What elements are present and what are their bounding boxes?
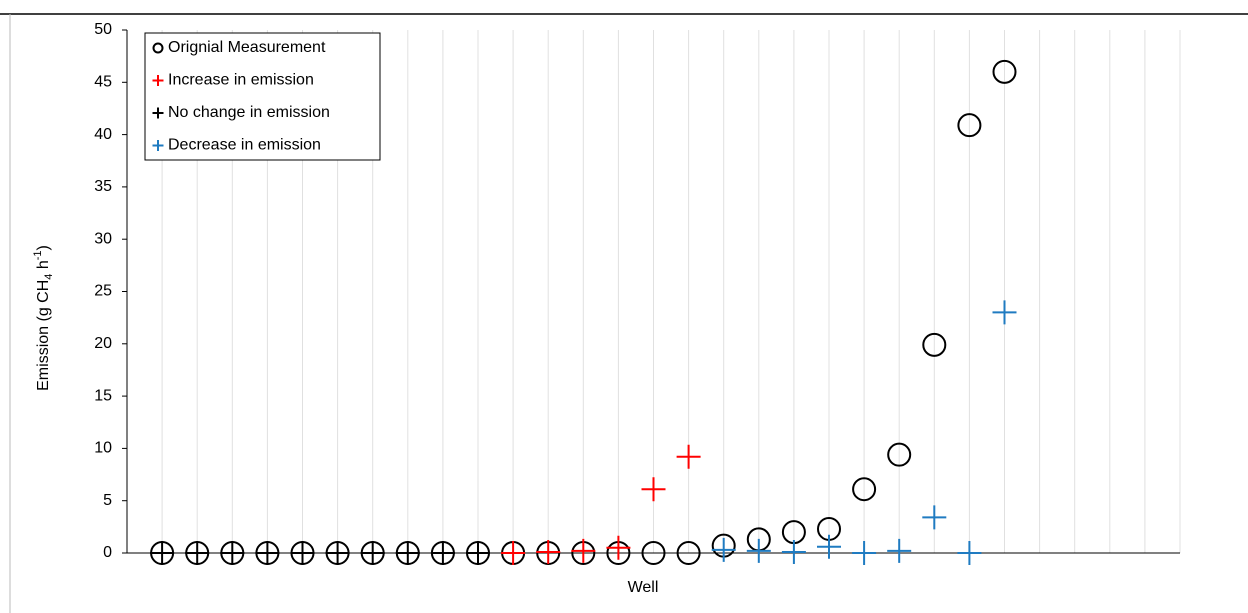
circle-marker	[852, 477, 877, 502]
plus-marker	[220, 541, 245, 565]
y-tick-label: 0	[103, 544, 112, 561]
circle-marker	[641, 541, 666, 565]
circle-marker	[992, 59, 1017, 84]
plus-marker	[360, 541, 385, 565]
legend-label: No change in emission	[168, 104, 330, 121]
plus-marker	[501, 541, 526, 565]
y-tick-label: 35	[94, 178, 112, 195]
plus-marker	[395, 541, 420, 565]
plus-marker	[887, 538, 912, 563]
plus-marker	[641, 477, 666, 502]
legend: Orignial Measurement Increase in emission…	[144, 32, 381, 161]
plus-marker	[255, 541, 280, 565]
plus-marker	[430, 541, 455, 565]
y-tick-label: 25	[94, 283, 112, 300]
plus-marker	[852, 541, 877, 565]
plus-marker	[817, 534, 841, 559]
plus-marker	[606, 535, 631, 560]
y-tick-label: 10	[94, 440, 112, 457]
circle-marker	[676, 541, 701, 565]
plus-marker	[676, 444, 701, 469]
plus-marker	[922, 505, 947, 530]
y-axis-label: Emission (g CH4 h-1)	[32, 245, 55, 391]
plus-marker	[711, 537, 736, 562]
circle-marker	[887, 442, 912, 467]
plus-marker	[152, 107, 164, 119]
y-tick-label: 50	[94, 21, 112, 38]
legend-box	[144, 32, 381, 161]
plus-marker	[152, 75, 164, 86]
y-tick-label: 15	[94, 387, 112, 404]
plus-marker	[992, 300, 1017, 325]
y-tick-label: 5	[103, 492, 112, 509]
plus-marker	[150, 541, 175, 565]
plus-marker	[325, 541, 350, 565]
plus-marker	[152, 140, 164, 151]
plus-marker	[571, 538, 596, 563]
plus-marker	[781, 539, 806, 564]
plus-marker	[957, 541, 982, 565]
plus-marker	[290, 541, 315, 565]
marks	[150, 59, 1017, 565]
y-tick-label: 30	[94, 230, 112, 247]
plus-marker	[536, 539, 561, 564]
plus-marker	[466, 541, 490, 565]
x-axis-label: Well	[628, 579, 659, 596]
plus-marker	[746, 538, 771, 563]
circle-marker	[922, 332, 947, 357]
y-tick-label: 20	[94, 335, 112, 352]
plus-marker	[185, 541, 210, 565]
circle-marker	[957, 113, 982, 138]
y-tick-label: 40	[94, 126, 112, 143]
legend-label: Decrease in emission	[168, 137, 321, 154]
legend-label: Orignial Measurement	[168, 39, 326, 56]
circle-marker	[152, 42, 164, 54]
y-tick-label: 45	[94, 74, 112, 91]
legend-label: Increase in emission	[168, 72, 314, 89]
